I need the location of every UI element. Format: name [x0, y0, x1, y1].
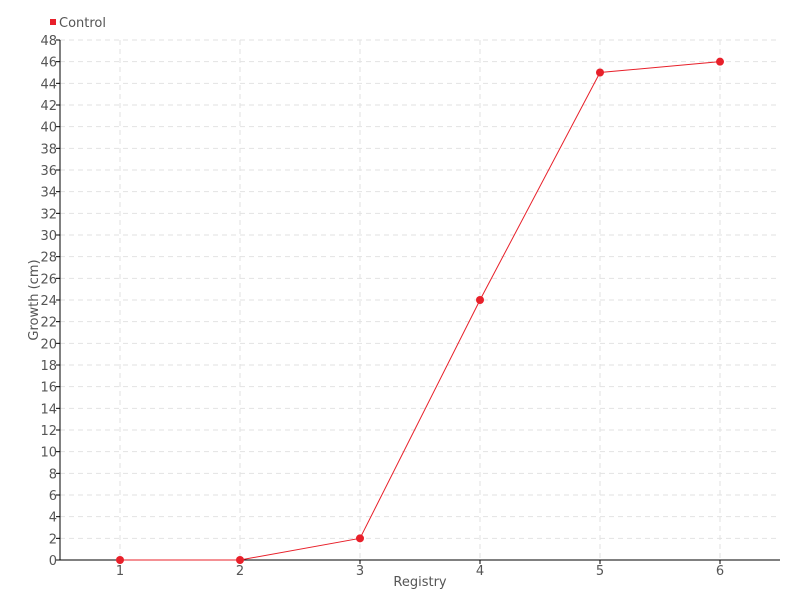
series-line — [120, 61, 721, 561]
y-tick-label: 16 — [40, 381, 57, 396]
grid — [60, 39, 780, 560]
y-tick-label: 30 — [40, 229, 57, 244]
legend: Control — [50, 16, 106, 31]
y-tick-label: 20 — [40, 337, 57, 352]
y-tick-label: 8 — [49, 467, 57, 482]
y-tick-label: 6 — [49, 489, 57, 504]
y-tick-label: 4 — [49, 511, 57, 526]
y-tick-label: 38 — [40, 142, 57, 157]
y-tick-label: 46 — [40, 56, 57, 71]
y-tick-label: 10 — [40, 446, 57, 461]
y-tick-label: 28 — [40, 251, 57, 266]
x-tick-label: 4 — [476, 564, 484, 579]
legend-label: Control — [59, 16, 106, 31]
y-tick-label: 14 — [40, 402, 57, 417]
data-point — [356, 534, 364, 543]
x-tick-label: 6 — [716, 564, 724, 579]
series-layer — [116, 57, 724, 564]
y-tick-label: 26 — [40, 272, 57, 287]
y-tick-label: 12 — [40, 424, 57, 439]
y-tick-label: 34 — [40, 186, 57, 201]
data-point — [476, 296, 484, 304]
x-tick-label: 3 — [356, 564, 364, 579]
y-tick-label: 32 — [40, 207, 57, 222]
x-tick-label: 2 — [236, 564, 244, 579]
data-point — [116, 556, 124, 564]
y-tick-label: 42 — [40, 99, 57, 114]
y-tick-label: 18 — [40, 359, 57, 374]
y-tick-label: 2 — [49, 532, 57, 547]
y-tick-label: 48 — [40, 34, 57, 49]
y-axis-label: Growth (cm) — [27, 259, 42, 340]
y-tick-label: 36 — [40, 164, 57, 179]
x-tick-label: 1 — [116, 564, 124, 579]
data-point — [236, 556, 244, 564]
data-point — [596, 68, 604, 77]
y-tick-label: 44 — [40, 77, 57, 92]
legend-swatch — [50, 19, 56, 25]
axes: 0246810121416182022242628303234363840424… — [40, 34, 780, 579]
y-tick-label: 22 — [40, 316, 57, 331]
y-tick-label: 24 — [40, 294, 57, 309]
data-point — [716, 57, 724, 66]
y-tick-label: 0 — [49, 554, 57, 569]
y-tick-label: 40 — [40, 121, 57, 136]
x-tick-label: 5 — [596, 564, 604, 579]
x-axis-label: Registry — [393, 575, 447, 590]
